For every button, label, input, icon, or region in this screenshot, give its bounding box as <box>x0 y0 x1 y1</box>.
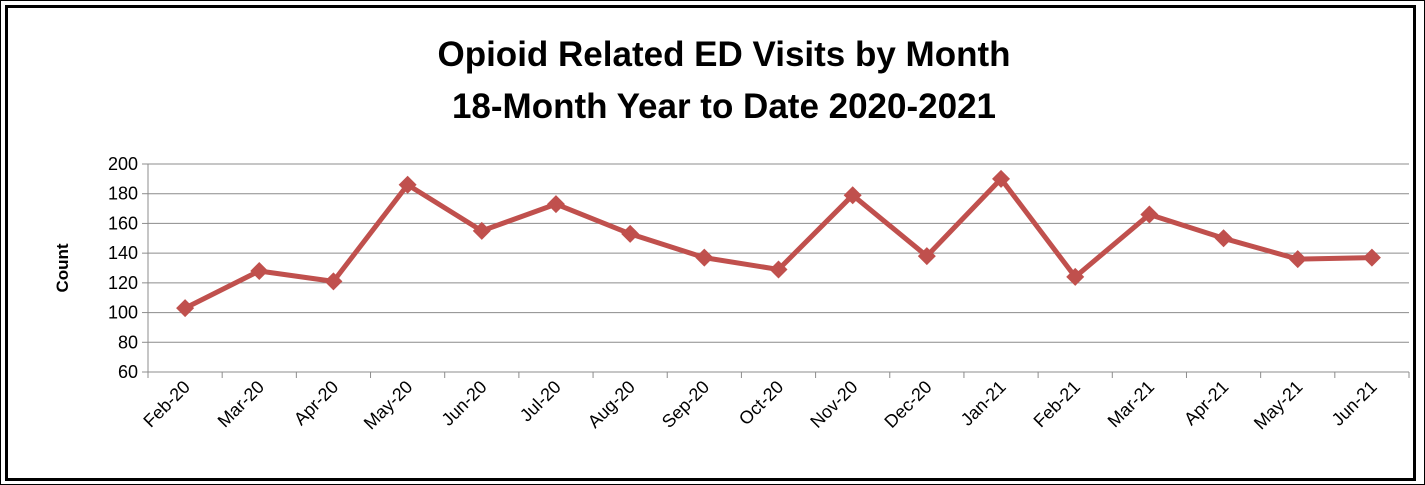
data-point-marker <box>472 221 491 240</box>
x-tick-label: Aug-20 <box>584 377 639 432</box>
x-tick-label: Dec-20 <box>881 377 936 432</box>
x-tick-label: Feb-20 <box>139 377 193 431</box>
x-tick-labels: Feb-20 Mar-20 Apr-20 May-20 Jun-20 Jul-20 Aug-… <box>139 377 1380 434</box>
x-tick-label: Oct-20 <box>735 377 787 429</box>
data-point-marker <box>843 186 862 205</box>
data-point-marker <box>992 169 1011 188</box>
y-tick-label: 140 <box>108 243 138 263</box>
data-point-marker <box>695 248 714 267</box>
data-point-marker <box>1288 250 1307 269</box>
y-tick-label: 180 <box>108 184 138 204</box>
y-axis-label: Count <box>53 243 72 292</box>
x-tick-label: May-21 <box>1250 377 1307 434</box>
x-tick-label: Feb-21 <box>1030 377 1084 431</box>
data-point-marker <box>621 224 640 243</box>
y-tick-label: 200 <box>108 154 138 174</box>
y-tick-label: 120 <box>108 273 138 293</box>
x-tick-label: Apr-21 <box>1180 377 1232 429</box>
x-tick-label: Mar-21 <box>1104 377 1158 431</box>
x-tick-label: Mar-20 <box>214 377 268 431</box>
data-point-marker <box>324 272 343 291</box>
y-tick-label: 160 <box>108 213 138 233</box>
x-tick-label: Nov-20 <box>806 377 861 432</box>
series-group <box>176 169 1381 318</box>
data-point-marker <box>1214 229 1233 248</box>
data-point-marker <box>176 299 195 318</box>
x-tick-label: Jul-20 <box>516 377 565 426</box>
data-point-marker <box>917 247 936 266</box>
y-tick-labels: 60 80 100 120 140 160 180 200 <box>108 154 138 382</box>
x-tick-label: Jan-21 <box>957 377 1010 430</box>
chart-title: Opioid Related ED Visits by Month <box>437 35 1010 74</box>
x-tick-label: Jun-20 <box>438 377 491 430</box>
data-point-marker <box>398 175 417 194</box>
series-line <box>183 176 1372 311</box>
data-point-marker <box>1140 205 1159 224</box>
y-tick-label: 80 <box>118 332 138 352</box>
data-point-marker <box>1066 267 1085 286</box>
gridlines <box>142 163 1410 378</box>
data-point-marker <box>250 261 269 280</box>
x-tick-label: Apr-20 <box>290 377 342 429</box>
x-tick-label: Sep-20 <box>658 377 713 432</box>
x-tick-label: Jun-21 <box>1328 377 1381 430</box>
y-tick-label: 60 <box>118 362 138 382</box>
data-point-marker <box>546 195 565 214</box>
data-point-marker <box>1362 248 1381 267</box>
x-tick-label: May-20 <box>360 377 417 434</box>
chart-subtitle: 18-Month Year to Date 2020-2021 <box>452 87 996 126</box>
data-point-marker <box>769 260 788 279</box>
y-tick-label: 100 <box>108 303 138 323</box>
chart-area-border <box>5 5 1416 481</box>
